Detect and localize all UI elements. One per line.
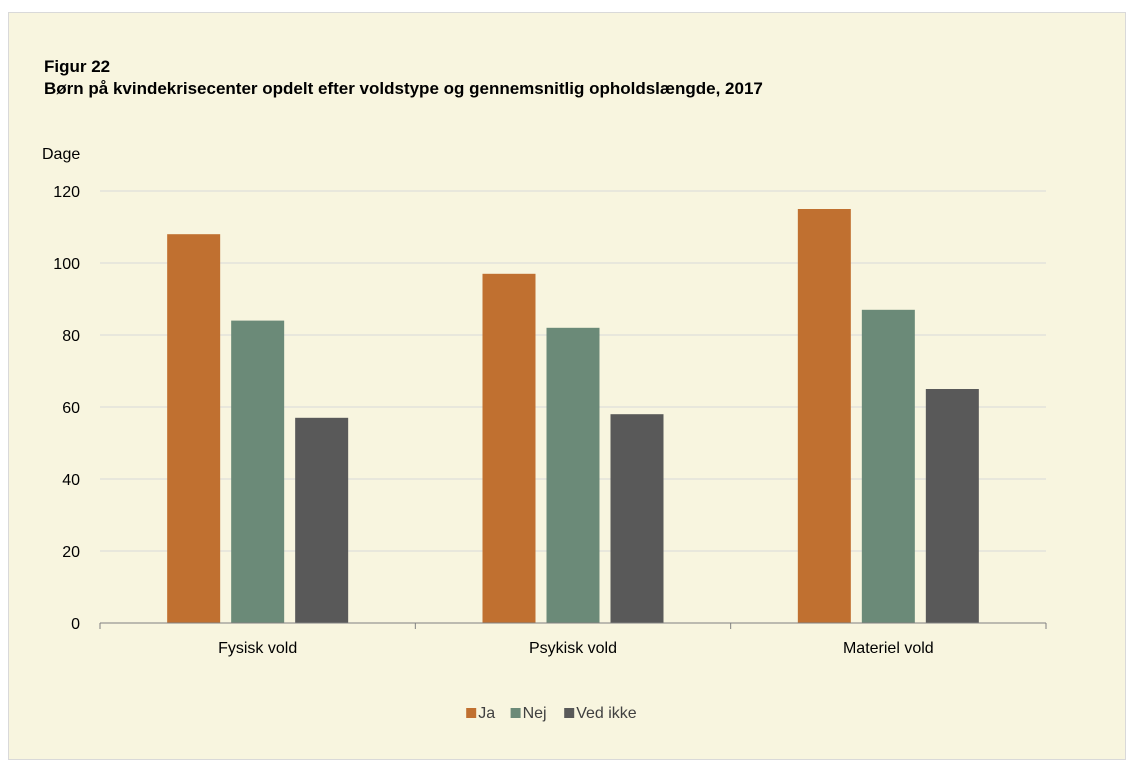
y-tick-label: 60 [62, 400, 80, 417]
legend: Ja Nej Ved ikke [466, 705, 637, 722]
figure-title: Børn på kvindekrisecenter opdelt efter v… [44, 79, 763, 98]
x-tick-label: Materiel vold [843, 640, 934, 657]
legend-label: Ved ikke [576, 705, 637, 722]
figure-label: Figur 22 [44, 57, 111, 76]
x-axis: Fysisk vold Psykisk vold Materiel vold [99, 622, 1047, 657]
bar [546, 327, 600, 623]
y-tick-label: 0 [71, 616, 80, 633]
bars [167, 209, 979, 623]
bar [167, 234, 221, 623]
x-tick-label: Psykisk vold [529, 640, 617, 657]
y-tick-label: 40 [62, 472, 80, 489]
bar [610, 414, 664, 623]
x-tick-label: Fysisk vold [218, 640, 297, 657]
bar [482, 273, 536, 623]
bar [231, 320, 285, 623]
legend-label: Ja [478, 705, 495, 722]
y-tick-label: 100 [53, 256, 80, 273]
y-tick-label: 20 [62, 544, 80, 561]
legend-swatch [510, 708, 521, 718]
y-tick-label: 120 [53, 184, 80, 201]
y-axis: Dage 0 20 40 60 80 100 120 [42, 146, 80, 633]
legend-swatch [466, 708, 477, 718]
legend-swatch [564, 708, 575, 718]
y-tick-label: 80 [62, 328, 80, 345]
y-axis-label: Dage [42, 146, 80, 163]
bar [797, 209, 851, 623]
bar [295, 417, 349, 623]
bar [861, 309, 915, 623]
bar [925, 389, 979, 623]
legend-label: Nej [523, 705, 547, 722]
